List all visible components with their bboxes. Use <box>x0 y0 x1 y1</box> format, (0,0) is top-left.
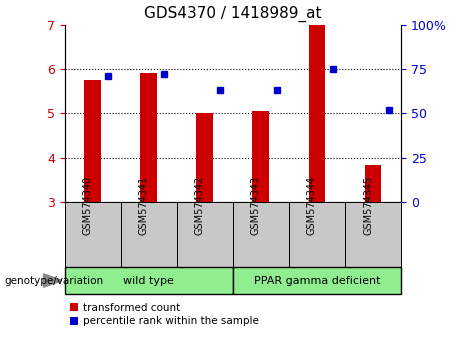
Text: PPAR gamma deficient: PPAR gamma deficient <box>254 275 380 286</box>
Text: genotype/variation: genotype/variation <box>5 275 104 286</box>
Text: GSM574344: GSM574344 <box>307 176 317 235</box>
Bar <box>196 113 213 202</box>
Text: GSM574343: GSM574343 <box>251 176 261 235</box>
Bar <box>345 202 401 267</box>
Bar <box>84 80 101 202</box>
Text: wild type: wild type <box>123 275 174 286</box>
Bar <box>65 267 233 294</box>
Bar <box>177 202 233 267</box>
Bar <box>233 202 289 267</box>
Bar <box>121 202 177 267</box>
Polygon shape <box>44 274 62 287</box>
Bar <box>308 25 325 202</box>
Legend: transformed count, percentile rank within the sample: transformed count, percentile rank withi… <box>70 303 259 326</box>
Title: GDS4370 / 1418989_at: GDS4370 / 1418989_at <box>144 6 322 22</box>
Bar <box>140 74 157 202</box>
Text: GSM574345: GSM574345 <box>363 176 373 235</box>
Text: GSM574341: GSM574341 <box>139 176 148 235</box>
Bar <box>365 166 381 202</box>
Bar <box>65 202 121 267</box>
Text: GSM574342: GSM574342 <box>195 176 205 235</box>
Bar <box>233 267 401 294</box>
Bar <box>289 202 345 267</box>
Bar <box>253 111 269 202</box>
Text: GSM574340: GSM574340 <box>83 176 93 235</box>
